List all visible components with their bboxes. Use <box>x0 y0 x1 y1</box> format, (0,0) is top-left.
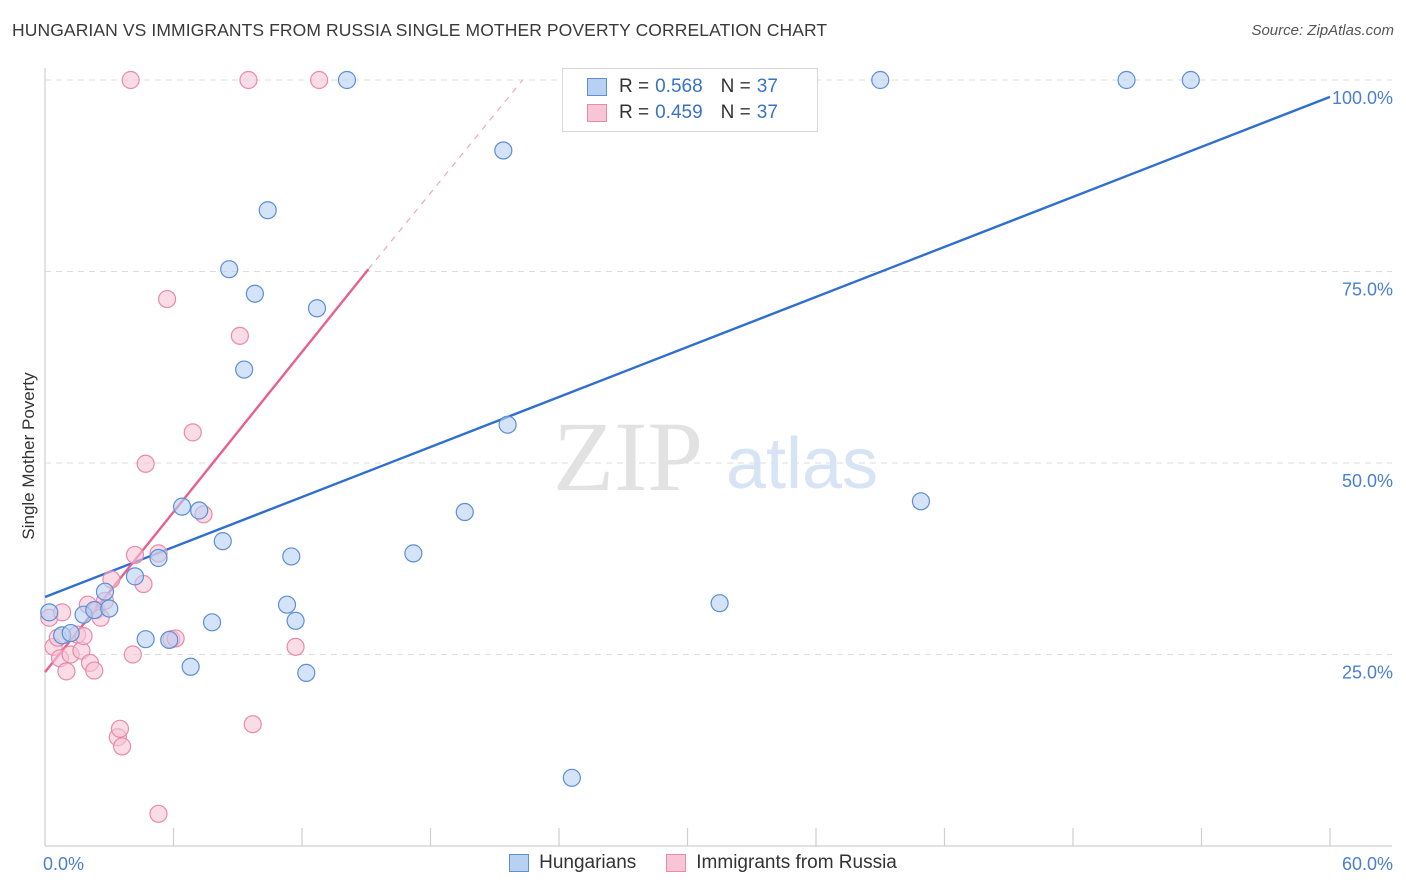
watermark: ZIP atlas <box>553 401 878 512</box>
x-tick-label: 0.0% <box>43 854 84 874</box>
legend-swatch-pink <box>666 854 687 872</box>
watermark-atlas: atlas <box>726 424 878 504</box>
legend-swatch-blue <box>509 854 530 872</box>
data-point-hungarians <box>1181 70 1200 90</box>
data-point-hungarians <box>61 623 80 643</box>
legend-item-hungarians[interactable]: Hungarians <box>509 852 636 874</box>
data-point-russia <box>243 715 262 734</box>
legend-r-label: R = <box>619 102 650 123</box>
data-point-hungarians <box>149 548 168 568</box>
data-point-russia <box>125 545 145 565</box>
data-point-hungarians <box>1117 70 1136 90</box>
data-point-russia <box>85 661 104 680</box>
data-point-hungarians <box>160 630 179 650</box>
data-point-hungarians <box>494 141 513 160</box>
data-point-hungarians <box>172 497 192 516</box>
data-point-russia <box>57 662 76 681</box>
legend-n-label: N = <box>720 76 751 97</box>
data-point-hungarians <box>235 360 254 379</box>
legend-n-value: 37 <box>756 102 778 123</box>
y-tick-label: 75.0% <box>1342 280 1393 300</box>
data-point-hungarians <box>190 501 209 520</box>
y-axis-label: Single Mother Poverty <box>19 372 38 540</box>
data-point-hungarians <box>498 415 517 434</box>
data-point-hungarians <box>562 768 581 787</box>
data-point-hungarians <box>220 260 239 279</box>
trendlines <box>44 79 1331 673</box>
data-point-hungarians <box>710 594 729 613</box>
trendline-hungarians <box>44 95 1331 599</box>
data-point-hungarians <box>277 595 297 614</box>
source-credit: Source: ZipAtlas.com <box>1251 22 1394 39</box>
data-point-hungarians <box>307 299 327 318</box>
data-point-hungarians <box>911 492 931 511</box>
data-point-hungarians <box>181 657 200 676</box>
legend-label-russia: Immigrants from Russia <box>696 852 897 873</box>
legend-swatch-blue <box>587 78 607 96</box>
legend-n-value: 37 <box>756 76 778 97</box>
data-point-hungarians <box>337 70 357 90</box>
data-point-russia <box>110 719 130 738</box>
legend-item-russia[interactable]: Immigrants from Russia <box>666 852 897 874</box>
data-point-russia <box>149 804 168 823</box>
correlation-legend: R = 0.568 N = 37 R = 0.459 N = 37 <box>562 68 818 132</box>
data-point-hungarians <box>202 613 222 632</box>
data-point-russia <box>123 645 142 664</box>
series-legend: Hungarians Immigrants from Russia <box>0 852 1406 874</box>
y-tick-label: 25.0% <box>1342 663 1393 683</box>
data-point-hungarians <box>455 502 474 522</box>
trendline-russia-extension <box>367 79 524 270</box>
legend-r-value: 0.568 <box>655 76 703 97</box>
data-point-hungarians <box>95 582 115 601</box>
data-point-russia <box>230 326 249 345</box>
y-tick-label: 100.0% <box>1332 88 1393 108</box>
gridlines <box>45 79 1392 655</box>
data-point-russia <box>136 454 155 473</box>
data-point-hungarians <box>245 284 264 303</box>
data-point-hungarians <box>136 630 155 649</box>
data-point-hungarians <box>125 567 145 586</box>
legend-r-value: 0.459 <box>655 102 703 123</box>
data-point-hungarians <box>213 532 232 551</box>
data-point-hungarians <box>100 599 119 618</box>
data-point-russia <box>239 70 258 90</box>
data-point-hungarians <box>258 201 277 220</box>
data-point-hungarians <box>85 600 104 620</box>
x-tick-label: 60.0% <box>1342 854 1393 874</box>
data-point-russia <box>183 423 202 442</box>
data-point-hungarians <box>286 611 305 630</box>
data-points <box>40 70 1200 823</box>
data-point-hungarians <box>297 663 316 682</box>
data-point-hungarians <box>40 603 59 622</box>
data-point-russia <box>157 289 177 309</box>
data-point-russia <box>112 737 132 756</box>
legend-r-label: R = <box>619 76 650 97</box>
chart-title: HUNGARIAN VS IMMIGRANTS FROM RUSSIA SING… <box>12 20 828 40</box>
data-point-russia <box>286 637 305 656</box>
legend-label-hungarians: Hungarians <box>539 852 637 873</box>
legend-row-hungarians: R = 0.568 N = 37 <box>587 75 784 99</box>
data-point-russia <box>310 70 329 90</box>
y-tick-label: 50.0% <box>1342 471 1393 491</box>
legend-swatch-pink <box>587 104 607 122</box>
watermark-zip: ZIP <box>553 401 703 512</box>
axes <box>44 68 1392 847</box>
legend-n-label: N = <box>720 102 751 123</box>
data-point-hungarians <box>404 544 423 563</box>
legend-row-russia: R = 0.459 N = 37 <box>587 101 784 125</box>
data-point-hungarians <box>871 70 890 90</box>
data-point-hungarians <box>282 547 301 566</box>
data-point-russia <box>121 70 140 90</box>
tick-labels: 25.0% 50.0% 75.0% 100.0% 0.0% 60.0% <box>43 88 1393 874</box>
